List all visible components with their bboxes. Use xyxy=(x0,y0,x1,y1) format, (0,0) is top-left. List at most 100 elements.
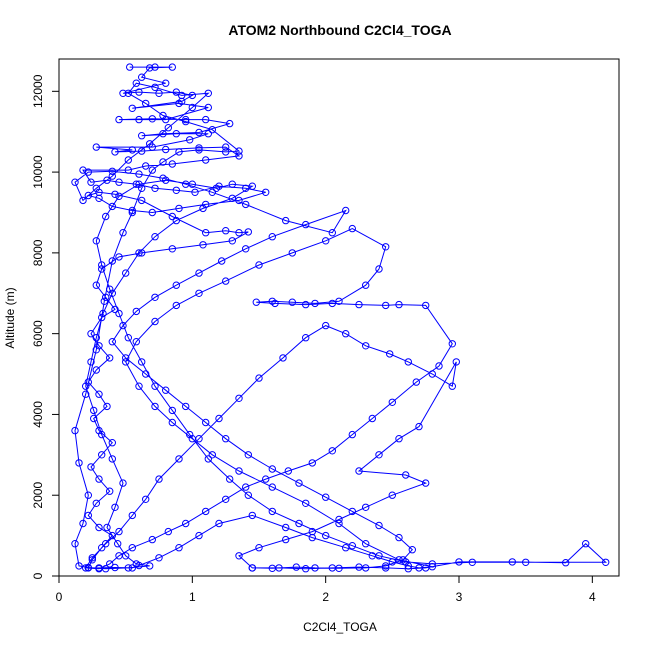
data-point xyxy=(164,527,173,536)
data-point xyxy=(222,148,230,156)
data-point xyxy=(172,216,181,225)
data-point xyxy=(128,511,137,520)
data-point xyxy=(408,546,416,554)
data-point xyxy=(111,563,119,572)
data-point xyxy=(208,451,217,459)
data-point xyxy=(308,527,316,536)
data-point xyxy=(84,491,93,499)
data-point xyxy=(138,184,146,193)
data-point xyxy=(375,451,383,459)
data-point xyxy=(348,507,356,516)
x-axis: 0 1 2 3 4 xyxy=(56,575,596,604)
data-point xyxy=(90,414,98,423)
data-point xyxy=(128,564,137,572)
data-point xyxy=(195,144,203,152)
y-tick-label: 12000 xyxy=(31,74,45,108)
data-point xyxy=(106,354,114,362)
data-point xyxy=(124,156,133,164)
data-point xyxy=(128,104,137,113)
data-point xyxy=(115,309,123,318)
data-point xyxy=(138,132,146,140)
data-point xyxy=(508,558,516,566)
data-point xyxy=(368,414,376,423)
data-point xyxy=(151,233,159,241)
data-point xyxy=(295,519,303,528)
data-point xyxy=(71,178,79,186)
data-point xyxy=(84,378,93,386)
data-point xyxy=(355,467,363,475)
data-point xyxy=(342,544,350,552)
data-point xyxy=(195,531,203,540)
data-point xyxy=(95,523,103,532)
data-point xyxy=(195,128,203,137)
data-point xyxy=(375,265,383,273)
data-point xyxy=(115,115,123,124)
data-point xyxy=(302,300,310,309)
data-point xyxy=(452,358,460,366)
data-point xyxy=(208,188,217,197)
y-tick-label: 6000 xyxy=(31,320,45,347)
data-point xyxy=(292,563,300,571)
y-axis: 0 2000 4000 6000 8000 10000 12000 xyxy=(31,74,60,579)
data-point xyxy=(435,362,443,370)
data-point xyxy=(87,463,95,471)
data-point xyxy=(155,554,163,562)
data-point xyxy=(151,63,159,71)
data-point xyxy=(268,465,276,473)
data-point xyxy=(175,204,183,213)
data-point xyxy=(284,467,292,475)
data-point xyxy=(322,531,330,540)
data-point xyxy=(92,334,101,342)
data-point xyxy=(122,354,130,362)
data-point xyxy=(135,249,143,257)
data-point xyxy=(386,350,394,358)
data-point xyxy=(88,556,97,564)
data-point xyxy=(255,261,263,269)
data-point xyxy=(108,439,117,447)
data-point xyxy=(562,559,570,567)
data-point xyxy=(84,511,93,520)
data-point xyxy=(159,130,167,138)
data-point xyxy=(92,499,101,507)
data-point xyxy=(295,479,303,487)
data-point xyxy=(138,196,146,205)
data-point xyxy=(146,64,154,72)
data-point xyxy=(122,552,130,560)
data-point xyxy=(128,206,137,215)
data-point xyxy=(282,523,290,532)
data-point xyxy=(199,204,207,213)
data-point xyxy=(271,299,279,308)
data-point xyxy=(235,394,243,402)
data-point xyxy=(132,338,141,346)
data-point xyxy=(82,390,90,398)
data-point xyxy=(222,277,230,285)
data-point xyxy=(148,115,157,123)
data-point xyxy=(102,540,110,548)
data-point xyxy=(168,418,177,427)
y-tick-label: 4000 xyxy=(31,401,45,428)
data-point xyxy=(222,227,230,235)
data-point xyxy=(204,103,213,112)
data-point xyxy=(124,564,133,572)
data-point xyxy=(288,249,296,257)
data-point xyxy=(98,451,106,459)
data-point xyxy=(404,565,412,573)
data-point xyxy=(188,91,197,100)
data-point xyxy=(362,564,370,572)
y-tick-label: 8000 xyxy=(31,239,45,266)
data-point xyxy=(348,542,356,550)
data-point xyxy=(182,117,190,126)
data-point xyxy=(146,140,154,148)
data-point xyxy=(448,382,456,390)
data-point xyxy=(226,475,234,483)
data-point xyxy=(178,91,186,100)
data-point xyxy=(428,370,436,378)
data-point xyxy=(115,192,123,201)
data-point xyxy=(262,475,270,483)
data-point xyxy=(215,519,223,528)
data-point xyxy=(235,147,243,155)
data-point xyxy=(172,130,181,138)
data-point xyxy=(328,299,336,308)
data-point xyxy=(75,459,83,467)
data-point xyxy=(388,491,396,499)
